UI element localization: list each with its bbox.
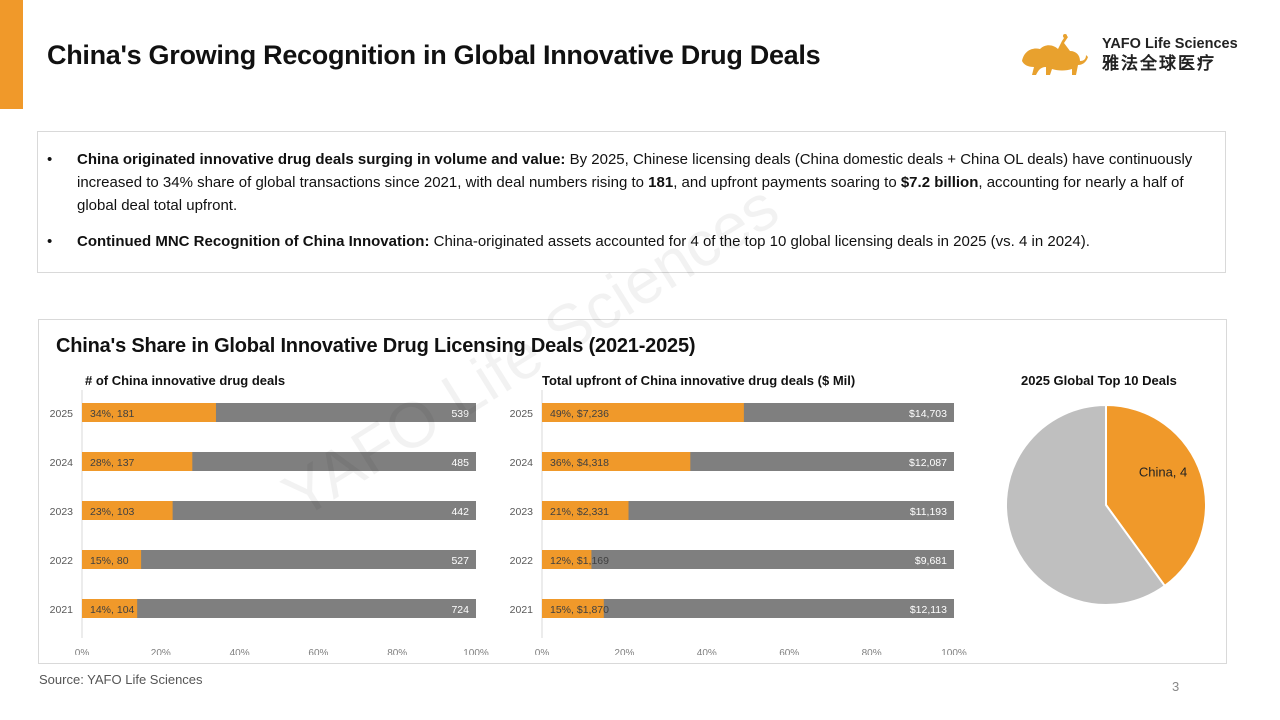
bar-china [82,501,173,520]
bar-label-china: 23%, 103 [90,506,135,518]
logo-text-en: YAFO Life Sciences [1102,35,1238,52]
x-tick-label: 60% [308,648,328,655]
bar-label-china: 12%, $1,169 [550,555,609,567]
y-tick-label: 2024 [50,457,74,469]
upfront-chart: 2025 49%, $7,236 $14,703 2024 36%, $4,318 $12… [510,390,967,655]
page-number: 3 [1172,679,1180,694]
x-tick-label: 40% [230,648,250,655]
bar-label-china: 14%, 104 [90,604,135,616]
x-tick-label: 80% [862,648,882,655]
bullet-lead: Continued MNC Recognition of China Innov… [77,233,430,250]
x-tick-label: 20% [151,648,171,655]
top10-pie-chart: China, 4 [1005,403,1207,606]
x-tick-label: 40% [697,648,717,655]
y-tick-label: 2022 [510,555,534,567]
bar-label-china: 28%, 137 [90,457,135,469]
y-tick-label: 2024 [510,457,534,469]
bar-china [82,599,138,618]
bar-rest [542,501,954,520]
page-title: China's Growing Recognition in Global In… [47,40,821,70]
bar-china [542,403,744,422]
bar-label-rest: 442 [451,506,469,518]
summary-bullet-2: Continued MNC Recognition of China Innov… [47,230,1209,253]
chart-panel: China's Share in Global Innovative Drug … [38,319,1227,664]
y-tick-label: 2021 [50,604,74,616]
deal-count-chart: 2025 34%, 181 539 2024 28%, 137 485 2023 23%, 1… [50,390,489,655]
bar-label-rest: $9,681 [915,555,947,567]
x-tick-label: 60% [779,648,799,655]
bullet-highlight: 181 [648,174,674,191]
bullet-text: China-originated assets accounted for 4 … [429,233,1090,250]
x-tick-label: 100% [941,648,967,655]
bar-rest [542,599,954,618]
bar-label-rest: 527 [451,555,469,567]
x-tick-label: 80% [387,648,407,655]
bar-label-rest: $14,703 [909,408,947,420]
logo-text-cn: 雅法全球医疗 [1102,54,1216,74]
source-note: Source: YAFO Life Sciences [39,672,203,687]
bar-china [82,452,193,471]
bar-label-rest: 485 [451,457,469,469]
pie-slice-china [1105,403,1207,588]
y-tick-label: 2025 [510,408,534,420]
y-tick-label: 2023 [50,506,74,518]
y-tick-label: 2021 [510,604,534,616]
chart-section-title: China's Share in Global Innovative Drug … [56,335,696,357]
bar-rest [82,550,476,569]
bar-label-rest: 539 [451,408,469,420]
pie-chart-title: 2025 Global Top 10 Deals [1021,373,1177,388]
x-tick-label: 100% [463,648,489,655]
bar-china [542,550,592,569]
summary-bullet-1: China originated innovative drug deals s… [47,148,1209,217]
bullet-text: , and upfront payments soaring to [673,174,901,191]
y-tick-label: 2023 [510,506,534,518]
x-tick-label: 20% [614,648,634,655]
y-tick-label: 2022 [50,555,74,567]
bullet-lead: China originated innovative drug deals s… [77,151,566,168]
bullet-text: , accounting for nearly a half of global… [77,174,1184,214]
bar-china [542,599,604,618]
pie-slice-label: China, 4 [1139,464,1187,479]
bar-label-rest: $12,087 [909,457,947,469]
bar-rest [82,599,476,618]
bar-rest [542,550,954,569]
bar-label-rest: $11,193 [910,506,947,518]
company-logo: YAFO Life Sciences 雅法全球医疗 [1018,24,1263,86]
bar-label-rest: $12,113 [910,604,947,616]
y-tick-label: 2025 [50,408,74,420]
accent-bar [0,0,23,109]
bar-label-china: 34%, 181 [90,408,135,420]
bar-rest [82,501,476,520]
bar-label-china: 49%, $7,236 [550,408,609,420]
bar-label-china: 15%, $1,870 [550,604,609,616]
bullet-highlight: $7.2 billion [900,174,979,191]
bar-china [542,452,691,471]
bar-china [542,501,629,520]
deal-count-chart-title: # of China innovative drug deals [85,373,286,388]
bar-label-china: 21%, $2,331 [550,506,609,518]
x-tick-label: 0% [75,648,90,655]
upfront-chart-title: Total upfront of China innovative drug d… [542,373,856,388]
bar-china [82,550,142,569]
bar-label-china: 15%, 80 [90,555,129,567]
bullet-text: By 2025, Chinese licensing deals (China … [77,151,1193,191]
summary-box: China originated innovative drug deals s… [37,131,1226,273]
pie-slice-others [1005,403,1167,606]
x-tick-label: 0% [535,648,550,655]
bar-label-rest: 724 [451,604,469,616]
bar-label-china: 36%, $4,318 [550,457,609,469]
bar-china [82,403,216,422]
lion-logo-icon [1022,34,1088,75]
